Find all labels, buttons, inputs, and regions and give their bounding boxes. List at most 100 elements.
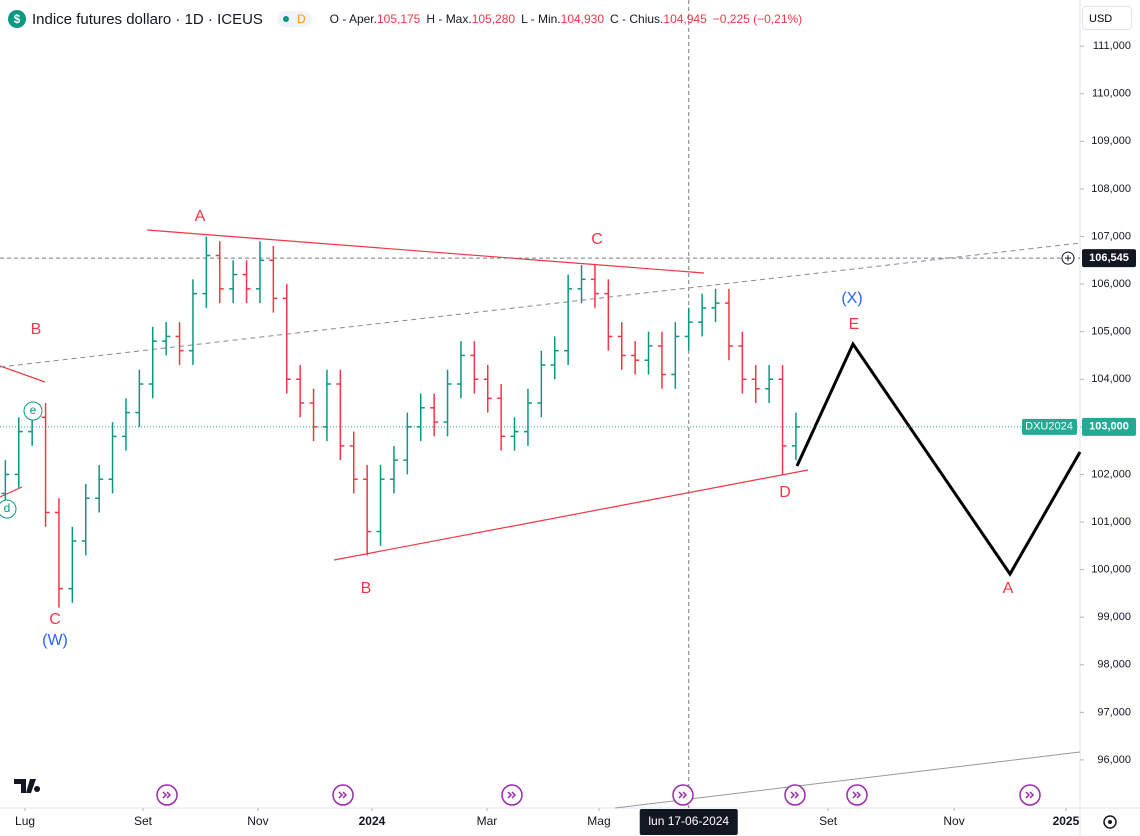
wave-label: E <box>849 316 860 333</box>
symbol-badge <box>1022 418 1077 435</box>
ohlc-label: L - Min. <box>521 12 561 26</box>
trend-line <box>0 242 1081 368</box>
ohlc-bar <box>443 369 452 437</box>
wave-circle <box>0 499 17 519</box>
ohlc-bar <box>564 274 573 365</box>
ohlc-bar <box>229 260 238 304</box>
ohlc-value: 104,930 <box>560 12 605 26</box>
y-tick-label: 109,000 <box>1091 135 1131 147</box>
price-badge <box>1082 249 1136 268</box>
change: −0,225 (−0,21%) <box>712 12 803 26</box>
ohlc-bar <box>269 246 278 313</box>
ohlc-bar <box>537 350 546 418</box>
y-tick-label: 110,000 <box>1092 88 1131 100</box>
wave-label: C <box>591 231 603 248</box>
ohlc-bar <box>68 526 77 603</box>
x-tick-label: Nov <box>247 814 268 828</box>
ohlc-bar <box>644 331 653 375</box>
ohlc-bar <box>81 483 90 556</box>
y-tick-label: 99,000 <box>1097 611 1131 623</box>
ohlc-label: H - Max. <box>426 12 472 26</box>
y-tick-label: 107,000 <box>1091 230 1131 242</box>
ohlc-bar <box>162 322 171 356</box>
wave-circle <box>23 401 43 421</box>
wave-label: e <box>30 403 37 417</box>
wave-label: C <box>49 611 61 628</box>
projection <box>795 340 1082 577</box>
y-tick-label: 108,000 <box>1091 183 1131 195</box>
ohlc-bar <box>657 331 666 389</box>
x-tick-label: 2024 <box>359 814 386 828</box>
ohlc-value: 105,175 <box>376 12 421 26</box>
ohlc-bar <box>255 241 264 304</box>
wave-label: B <box>31 321 42 338</box>
y-tick-label: 111,000 <box>1093 40 1131 52</box>
ohlc-bar <box>215 241 224 304</box>
title: Indice futures dollaro · 1D · ICEUS <box>32 10 263 28</box>
ohlc-bar <box>711 288 720 323</box>
trend-line <box>0 365 46 383</box>
ohlc-bar <box>389 445 398 494</box>
ohlc-bar <box>322 369 331 442</box>
tv-logo <box>14 779 41 793</box>
wave-label: d <box>4 501 11 515</box>
ohlc-value: 104,945 <box>663 12 707 26</box>
ohlc-bar <box>617 322 626 370</box>
ohlc-bar <box>41 403 50 527</box>
badge: D <box>296 12 306 26</box>
ohlc-bar <box>403 412 412 475</box>
ohlc-bar <box>309 388 318 442</box>
ohlc-bar <box>416 393 425 442</box>
x-tick-label: Nov <box>943 814 964 828</box>
price-badge-label: 106,545 <box>1089 252 1129 264</box>
ohlc-bar <box>336 369 345 461</box>
trend-line <box>146 229 705 274</box>
x-tick-label: Set <box>819 814 838 828</box>
ohlc-bar <box>188 279 197 365</box>
ohlc-bar <box>550 336 559 380</box>
currency-select[interactable]: USD <box>1082 6 1132 30</box>
ohlc-bar <box>724 288 733 361</box>
ohlc-bar <box>14 417 23 489</box>
ohlc-bar <box>376 464 385 546</box>
crosshair-badge <box>639 809 738 835</box>
ohlc-bar <box>349 431 358 494</box>
ohlc-bar <box>54 498 63 608</box>
ohlc-bar <box>175 322 184 365</box>
ohlc-value: 105,280 <box>471 12 516 26</box>
settings-icon[interactable] <box>1103 815 1117 829</box>
y-tick-label: 97,000 <box>1097 706 1131 718</box>
y-tick-label: 106,000 <box>1091 278 1131 290</box>
y-tick-label: 101,000 <box>1091 516 1131 528</box>
event-icon-glyph <box>790 791 800 799</box>
event-icon-glyph <box>678 791 688 799</box>
status-badge: D <box>276 11 312 27</box>
wave-label: (X) <box>841 290 862 307</box>
y-tick-label: 100,000 <box>1091 564 1131 576</box>
event-icon-glyph <box>1025 791 1035 799</box>
ohlc-bar <box>510 417 519 451</box>
ohlc-bar <box>671 322 680 389</box>
crosshair-label: lun 17-06-2024 <box>648 814 729 828</box>
ohlc-bar <box>121 398 130 451</box>
ohlc-bar <box>577 265 586 304</box>
ohlc-bar <box>470 341 479 394</box>
wave-label: A <box>195 208 206 225</box>
ohlc-bar <box>148 326 157 399</box>
x-tick-label: Set <box>134 814 153 828</box>
ohlc-bar <box>282 284 291 394</box>
ohlc-bar <box>296 364 305 418</box>
ohlc-bar <box>590 265 599 308</box>
event-icon-glyph <box>852 791 862 799</box>
ohlc-bar <box>108 422 117 494</box>
y-tick-label: 105,000 <box>1091 326 1131 338</box>
header: $ Indice futures dollaro · 1D · ICEUS D … <box>8 8 802 30</box>
event-icon-glyph <box>338 791 348 799</box>
trend-line <box>333 469 809 561</box>
event-icon-glyph <box>162 791 172 799</box>
ohlc-bar <box>631 341 640 375</box>
ohlc-bar <box>778 364 787 475</box>
ohlc-bar <box>430 393 439 437</box>
